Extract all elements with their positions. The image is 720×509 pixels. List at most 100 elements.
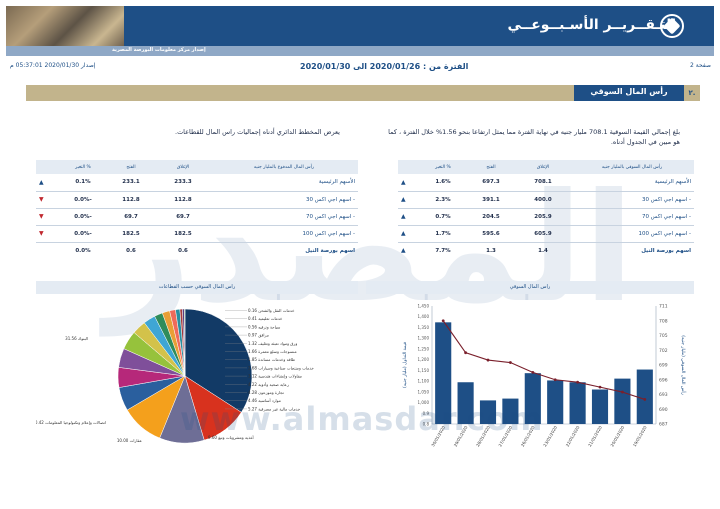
row-close: 112.8 <box>156 191 210 209</box>
pie-slice-label: 10.42 اتصالات وإعلام وتكنولوجيا المعلوما… <box>36 420 106 426</box>
paid-capital-table: رأس المال المدفوع بالمليار جنيه الإغلاق … <box>36 160 358 259</box>
line-point <box>441 319 445 323</box>
table-row: - اسهم اجي اكس 100 605.9 595.6 1.7% ▲ <box>398 225 694 243</box>
row-open: 69.7 <box>106 208 156 226</box>
line-point <box>576 380 579 384</box>
pie-slice <box>184 308 253 413</box>
col-header-close: الإغلاق <box>516 160 570 174</box>
pie-slice-label: 1.32 ورق ومواد تعبئة وتغليف <box>248 341 297 346</box>
line-point <box>509 361 512 364</box>
bar-mark <box>636 369 653 424</box>
y-left-tick-label: 1,100 <box>418 379 430 384</box>
row-change: 1.6% <box>420 174 466 192</box>
down-arrow-icon: ▼ <box>36 208 60 226</box>
row-label: - اسهم اجي اكس 70 <box>570 208 694 226</box>
x-tick-label: 27/01/2020 <box>497 425 513 448</box>
down-arrow-icon: ▼ <box>36 191 60 209</box>
table-row: الأسهم الرئيسية 233.3 233.1 0.1% ▲ <box>36 174 358 192</box>
y-right-tick-label: 711 <box>659 304 668 310</box>
bar-mark <box>435 322 452 424</box>
no-change-cell <box>36 242 60 259</box>
pie-slice-label: 4.46 موارد أساسية <box>248 398 281 403</box>
line-point <box>643 398 647 401</box>
pie-slice-label: 3.12 مقاولات وإنشاءات هندسية <box>248 374 302 380</box>
row-close: 69.7 <box>156 208 210 226</box>
line-point <box>531 370 535 374</box>
row-change: 7.7% <box>435 247 451 254</box>
x-tick-label: 22/01/2020 <box>565 425 581 448</box>
up-arrow-icon: ▲ <box>398 208 420 226</box>
row-change: 2.3% <box>420 191 466 209</box>
table-row: - اسهم اجي اكس 70 69.7 69.7 -0.0% ▼ <box>36 208 358 226</box>
row-close: 400.0 <box>516 191 570 209</box>
row-close: 205.9 <box>516 208 570 226</box>
market-cap-combo-chart: 0.8 0.9 1,000 1,050 1,100 1,150 1,200 1,250 1,30… <box>402 304 687 448</box>
line-point <box>486 358 490 362</box>
report-period: الفترة من : 2020/01/26 الى 2020/01/30 <box>300 62 469 71</box>
x-tick-label: 20/01/2020 <box>609 425 625 448</box>
market-cap-summary: بلغ إجمالي القيمة السوقية 708.1 مليار جن… <box>388 128 680 146</box>
section-tab <box>574 85 684 101</box>
up-arrow-icon: ▲ <box>398 191 420 209</box>
line-point <box>598 385 602 389</box>
y-left-axis-label: قيمة التداول (مليار جنيه) <box>402 342 408 388</box>
up-arrow-icon: ▲ <box>398 174 420 192</box>
pie-slice-label: 0.16 خدمات النقل والشحن <box>248 308 295 313</box>
table-row: - اسهم اجي اكس 100 182.5 182.5 -0.0% ▼ <box>36 225 358 243</box>
row-close: 605.9 <box>516 225 570 243</box>
col-header-close: الإغلاق <box>156 160 210 174</box>
bar-mark <box>502 398 519 424</box>
section-bar <box>26 85 700 101</box>
x-tick-label: 30/01/2020 <box>430 425 446 448</box>
y-left-tick-label: 1,150 <box>418 368 430 373</box>
y-left-tick-label: 1,300 <box>418 336 430 341</box>
pie-intro: يعرض المخطط الدائري أدناه إجماليات راس ا… <box>175 128 340 136</box>
col-header-change: % التغير <box>60 160 106 174</box>
up-arrow-icon: ▲ <box>36 174 60 192</box>
header-subbar <box>6 46 714 56</box>
row-label: الأسهم الرئيسية <box>570 174 694 192</box>
row-label: اسهم بورصة النيل <box>641 247 691 254</box>
line-point <box>553 378 557 382</box>
y-right-tick-label: 693 <box>659 392 668 398</box>
y-left-tick-label: 1,450 <box>418 304 430 309</box>
col-header-label: رأس المال السوقي بالمليار جنيه <box>570 160 694 174</box>
row-change: -0.0% <box>60 225 106 243</box>
line-point <box>464 351 467 355</box>
y-right-tick-label: 690 <box>659 407 668 413</box>
sector-pie-chart: 0.16 خدمات النقل والشحن 0.41 خدمات تعليمي… <box>36 308 314 444</box>
row-label: - اسهم اجي اكس 30 <box>570 191 694 209</box>
pie-slice-label: 4.22 رعاية صحية وأدوية <box>248 382 289 387</box>
pie-slice-label: 1.85 طاقة وخدمات مساندة <box>248 357 295 362</box>
pie-slice-label: 0.56 سياحة وترفيه <box>248 324 281 329</box>
pie-slice-label: 9.60 أغذية ومشروبات وتبغ <box>208 435 254 440</box>
y-left-tick-label: 1,000 <box>418 400 430 405</box>
pie-slice-label: 10.00 عقارات <box>117 438 142 443</box>
y-right-tick-label: 705 <box>659 333 668 339</box>
col-header-change: % التغير <box>420 160 466 174</box>
row-label: - اسهم اجي اكس 100 <box>570 225 694 243</box>
col-header-label: رأس المال المدفوع بالمليار جنيه <box>210 160 358 174</box>
x-tick-label: 23/01/2020 <box>542 425 558 448</box>
bar-mark <box>524 373 541 424</box>
y-left-tick-label: 0.8 <box>423 422 430 427</box>
row-label: - اسهم اجي اكس 30 <box>210 191 358 209</box>
bar-mark <box>547 380 564 424</box>
pie-slice <box>184 308 186 377</box>
col-header-open: الفتح <box>106 160 156 174</box>
market-cap-table: رأس المال السوقي بالمليار جنيه الإغلاق ا… <box>398 160 694 259</box>
table-row: - اسهم اجي اكس 30 400.0 391.1 2.3% ▲ <box>398 191 694 209</box>
row-label: الأسهم الرئيسية <box>210 174 358 192</box>
sector-pie-panel-title: راس المال السوقي حسب القطاعات <box>36 281 358 294</box>
row-change: -0.0% <box>60 208 106 226</box>
table-row: - اسهم اجي اكس 30 112.8 112.8 -0.0% ▼ <box>36 191 358 209</box>
exchange-logo-icon <box>660 14 684 38</box>
row-open: 0.6 <box>126 247 136 254</box>
pie-slice-label: 31.56 البنوك <box>65 336 88 341</box>
y-left-tick-label: 1,350 <box>418 325 430 330</box>
section-number: ٢. <box>684 85 700 101</box>
row-close: 1.4 <box>538 247 548 254</box>
row-open: 595.6 <box>466 225 516 243</box>
row-open: 1.3 <box>486 247 496 254</box>
col-header-arrow <box>398 160 420 174</box>
